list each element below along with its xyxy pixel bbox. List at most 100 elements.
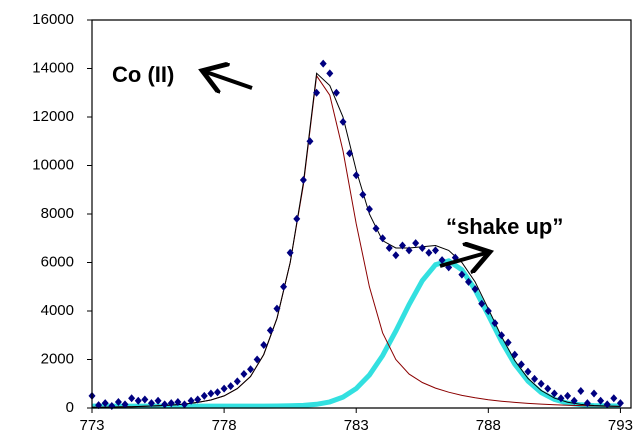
data-point	[405, 246, 413, 255]
data-point	[385, 243, 393, 252]
data-point	[365, 205, 373, 214]
fit-line	[92, 258, 621, 409]
data-point	[141, 395, 149, 404]
data-point	[134, 396, 142, 405]
data-point	[101, 399, 109, 408]
data-point	[570, 396, 578, 405]
data-point	[431, 246, 439, 255]
data-point	[524, 367, 532, 376]
data-point	[154, 396, 162, 405]
data-point	[359, 190, 367, 199]
data-point	[266, 326, 274, 335]
data-point	[557, 394, 565, 403]
data-point	[418, 243, 426, 252]
y-tick-label: 4000	[41, 302, 74, 319]
x-tick-label: 778	[212, 417, 237, 434]
data-point	[590, 389, 598, 398]
data-point	[491, 319, 499, 328]
data-point	[544, 384, 552, 393]
data-point	[550, 389, 558, 398]
data-point	[603, 400, 611, 409]
data-point	[273, 304, 281, 313]
annotation: Co (II)	[112, 62, 174, 87]
data-point	[306, 137, 314, 146]
data-point	[167, 399, 175, 408]
data-point	[392, 251, 400, 260]
data-point	[610, 394, 618, 403]
data-point	[220, 384, 228, 393]
fit-line	[91, 72, 621, 408]
data-point	[121, 400, 129, 409]
data-point	[286, 248, 294, 257]
data-point	[398, 241, 406, 250]
x-tick-label: 793	[608, 417, 633, 434]
data-point	[484, 307, 492, 315]
data-point	[194, 395, 202, 404]
data-point	[425, 248, 433, 257]
y-tick-label: 6000	[41, 253, 74, 270]
data-point	[293, 214, 301, 223]
data-point	[299, 176, 307, 185]
data-point	[478, 299, 486, 308]
data-point	[577, 387, 585, 396]
data-point	[346, 149, 354, 158]
data-point	[114, 397, 122, 406]
data-point	[161, 400, 169, 409]
data-point	[504, 338, 512, 347]
data-point	[583, 399, 591, 408]
data-point	[187, 396, 195, 405]
x-tick-label: 773	[79, 417, 104, 434]
data-point	[352, 171, 360, 180]
data-point	[537, 379, 545, 388]
plot-frame	[91, 19, 632, 409]
data-point	[339, 117, 347, 126]
data-point	[465, 277, 473, 286]
x-tick-label: 783	[344, 417, 369, 434]
y-tick-label: 14000	[32, 59, 74, 76]
data-point	[214, 388, 222, 397]
data-point	[174, 397, 182, 406]
data-point	[260, 340, 268, 349]
plot-area: 0 2000 4000 6000 8000 10000 12000 14000 16000 773…	[32, 11, 633, 434]
y-tick-label: 8000	[41, 205, 74, 222]
data-point	[511, 350, 519, 359]
data-point	[147, 399, 155, 408]
data-point	[280, 282, 288, 291]
data-point	[180, 400, 188, 409]
data-point	[412, 239, 420, 248]
data-point	[332, 88, 340, 97]
data-point	[207, 389, 215, 398]
data-point	[233, 377, 241, 386]
arrow	[439, 253, 486, 266]
data-point	[240, 370, 248, 379]
data-point	[313, 88, 321, 97]
data-point	[326, 69, 334, 78]
data-point	[517, 360, 525, 369]
y-tick-label: 10000	[32, 156, 74, 173]
data-point	[616, 399, 624, 408]
data-point	[200, 391, 208, 400]
data-point	[227, 382, 235, 391]
data-point	[319, 59, 327, 68]
data-point	[438, 256, 446, 265]
data-point	[253, 355, 261, 364]
data-point	[597, 396, 605, 405]
fit-line	[91, 74, 621, 408]
data-point	[498, 331, 506, 340]
data-point	[471, 285, 479, 294]
data-point	[95, 401, 103, 410]
y-tick-label: 0	[66, 399, 74, 416]
x-tick-label: 788	[476, 417, 501, 434]
y-tick-label: 12000	[32, 108, 74, 125]
annotation: “shake up”	[446, 214, 563, 239]
arrow	[206, 72, 253, 88]
data-point	[372, 224, 380, 233]
data-point	[128, 394, 136, 403]
y-tick-label: 16000	[32, 11, 74, 28]
data-point	[108, 402, 116, 411]
data-point	[247, 365, 255, 374]
y-tick-label: 2000	[41, 350, 74, 367]
data-point	[379, 234, 387, 243]
data-point	[531, 374, 539, 383]
